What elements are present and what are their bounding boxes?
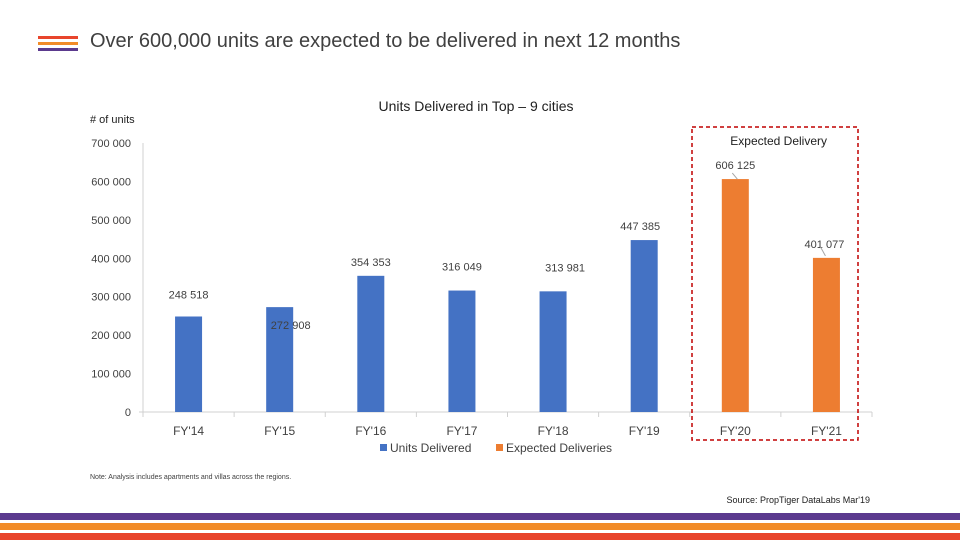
page-title: Over 600,000 units are expected to be de… — [90, 30, 681, 52]
chart-title: Units Delivered in Top – 9 cities — [378, 98, 573, 114]
x-tick-label: FY'21 — [811, 424, 842, 438]
legend-label: Expected Deliveries — [506, 441, 612, 455]
y-tick-label: 700 000 — [91, 138, 131, 150]
x-tick-label: FY'16 — [355, 424, 386, 438]
legend-label: Units Delivered — [390, 441, 471, 455]
y-tick-label: 400 000 — [91, 253, 131, 265]
footer-color-bars — [0, 510, 960, 540]
title-accent-line — [38, 36, 78, 39]
data-label: 313 981 — [545, 262, 585, 274]
x-tick-label: FY'14 — [173, 424, 204, 438]
bar-units-delivered — [266, 307, 294, 412]
bar-expected-deliveries — [812, 257, 840, 412]
data-label: 447 385 — [620, 221, 660, 233]
title-accent-line — [38, 48, 78, 51]
bar-units-delivered — [175, 316, 203, 412]
footer-color-bar — [0, 513, 960, 520]
y-axis-label: # of units — [90, 114, 135, 126]
x-tick-label: FY'19 — [629, 424, 660, 438]
expected-delivery-box — [691, 126, 859, 441]
expected-delivery-label: Expected Delivery — [730, 134, 827, 148]
leader-line — [731, 172, 738, 180]
bar-units-delivered — [357, 275, 385, 412]
footer-color-bar — [0, 533, 960, 540]
bar-units-delivered — [539, 291, 567, 412]
y-tick-label: 0 — [125, 407, 131, 419]
source-credit: Source: PropTiger DataLabs Mar'19 — [726, 495, 870, 505]
x-tick-label: FY'17 — [446, 424, 477, 438]
title-accent-lines — [38, 36, 78, 54]
bar-units-delivered — [630, 240, 658, 412]
data-label: 316 049 — [442, 262, 482, 274]
data-label: 272 908 — [271, 320, 311, 332]
y-tick-label: 200 000 — [91, 330, 131, 342]
title-accent-line — [38, 42, 78, 45]
x-tick-label: FY'15 — [264, 424, 295, 438]
footnote: Note: Analysis includes apartments and v… — [90, 474, 292, 481]
y-tick-label: 600 000 — [91, 176, 131, 188]
y-tick-label: 500 000 — [91, 215, 131, 227]
data-label: 354 353 — [351, 257, 391, 269]
bar-units-delivered — [448, 290, 476, 412]
x-tick-label: FY'18 — [538, 424, 569, 438]
data-label: 606 125 — [715, 160, 755, 172]
bar-expected-deliveries — [721, 179, 749, 412]
legend-swatch — [380, 444, 387, 451]
footer-color-bar — [0, 523, 960, 530]
legend-swatch — [496, 444, 503, 451]
y-tick-label: 100 000 — [91, 369, 131, 381]
leader-line — [820, 246, 826, 257]
x-tick-label: FY'20 — [720, 424, 751, 438]
data-label: 401 077 — [805, 239, 845, 251]
y-tick-label: 300 000 — [91, 292, 131, 304]
data-label: 248 518 — [169, 289, 209, 301]
